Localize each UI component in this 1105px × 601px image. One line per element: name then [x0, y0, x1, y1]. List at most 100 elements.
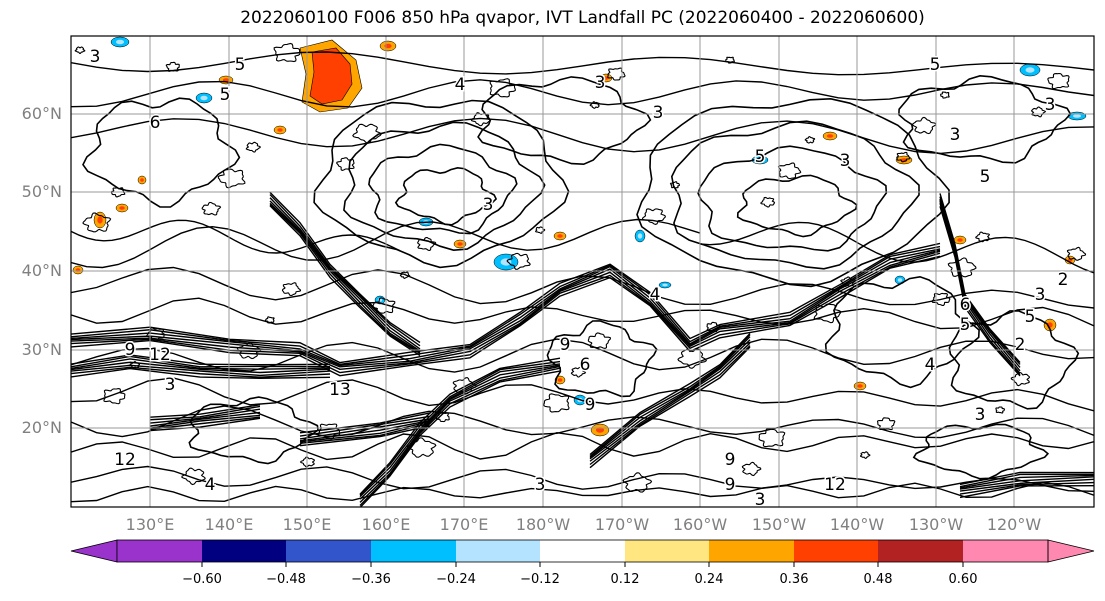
ivt-dense-band-line	[149, 405, 261, 421]
ivt-small-contour	[947, 257, 977, 278]
ivt-dense-band-line	[359, 360, 561, 496]
ivt-small-contour	[896, 151, 911, 163]
ivt-dense-band-line	[359, 357, 561, 495]
contour-label: 12	[149, 345, 171, 365]
cbar-tick-label: 0.60	[948, 572, 978, 587]
ivt-small-contour	[931, 292, 951, 306]
ivt-small-contour	[570, 366, 587, 378]
contour-label: 5	[930, 55, 941, 75]
contour-label: 9	[125, 340, 136, 360]
ivt-small-contour	[506, 252, 531, 270]
ivt-small-contour	[417, 237, 437, 251]
contour-label: 3	[950, 125, 961, 145]
anomaly-spot-core	[277, 128, 283, 132]
ivt-dense-band-line	[71, 354, 331, 366]
ivt-dense-band-line	[71, 252, 941, 374]
contour-label: 6	[960, 295, 971, 315]
ivt-small-contour	[165, 61, 180, 72]
colorbar-ticks	[201, 562, 964, 567]
ivt-small-contour	[245, 141, 261, 153]
anomaly-fills	[72, 36, 1087, 437]
lon-label-140w: 140°W	[829, 515, 885, 534]
ivt-dense-band-line	[359, 370, 561, 507]
colorbar-segment	[963, 540, 1048, 562]
ivt-dense-band-line	[269, 200, 421, 352]
ivt-small-contour	[622, 472, 653, 493]
ivt-dense-band-line	[589, 342, 751, 462]
anomaly-spot-core	[115, 39, 125, 45]
contour-label: 5	[235, 55, 246, 75]
contour-label: 2	[1015, 335, 1026, 355]
contour-label: 12	[114, 450, 136, 470]
ivt-contour-loop	[477, 76, 652, 166]
contour-label: 9	[560, 335, 571, 355]
anomaly-spot-core	[897, 278, 903, 282]
ivt-dense-band-line	[959, 473, 1094, 488]
ivt-contour-loop	[948, 310, 1080, 410]
ivt-small-contour	[940, 91, 950, 99]
ivt-dense-band-line	[71, 367, 331, 379]
ivt-dense-band-line	[359, 365, 561, 503]
contour-label: 2	[1058, 270, 1069, 290]
ivt-dense-band-line	[359, 367, 561, 506]
ivt-small-contour	[489, 78, 516, 98]
ivt-dense-band-line	[269, 205, 421, 357]
lon-label-130e: 130°E	[125, 515, 175, 534]
ivt-contour-loop	[368, 143, 518, 235]
ivt-contour-line	[71, 338, 1094, 373]
map-title: 2022060100 F006 850 hPa qvapor, IVT Land…	[240, 8, 925, 28]
ivt-small-contour	[587, 332, 611, 349]
contour-label: 3	[975, 405, 986, 425]
ivt-contour-line	[71, 481, 1094, 503]
ivt-small-contour	[975, 231, 990, 243]
anomaly-spot-core	[1072, 114, 1082, 118]
ivt-dense-band-line	[71, 255, 941, 377]
ivt-contour-line	[71, 266, 1094, 309]
ivt-small-contour	[677, 348, 708, 369]
contour-label: 12	[824, 475, 846, 495]
ivt-dense-band-line	[359, 363, 561, 498]
lon-label-170e: 170°E	[439, 515, 489, 534]
cbar-tick-label: 0.36	[779, 572, 809, 587]
ivt-dense-band-line	[71, 366, 331, 378]
contour-label: 3	[535, 475, 546, 495]
ivt-small-contour	[725, 56, 736, 64]
ivt-small-contour	[860, 451, 871, 459]
ivt-dense-band-line	[71, 245, 941, 366]
colorbar-segment	[878, 540, 963, 562]
contour-label: 3	[1045, 95, 1056, 115]
ivt-small-contour	[217, 168, 246, 189]
colorbar-right-extension	[1047, 539, 1095, 563]
contour-label: 5	[960, 315, 971, 335]
ivt-small-contour	[399, 271, 411, 280]
map-frame	[70, 35, 1095, 508]
ivt-dense-band-line	[71, 249, 941, 368]
ivt-dense-band-line	[149, 408, 261, 424]
ivt-small-contour	[74, 46, 86, 55]
anomaly-spot-core	[200, 95, 208, 101]
ivt-small-contour	[669, 181, 681, 189]
ivt-small-contour	[876, 417, 896, 431]
cbar-tick-label: 0.48	[863, 572, 893, 587]
ivt-dense-band-line	[959, 474, 1094, 489]
ivt-small-contour	[642, 208, 666, 225]
ivt-small-contour	[281, 282, 302, 297]
ivt-small-contour	[1030, 106, 1047, 118]
ivt-dense-band-line	[149, 411, 261, 427]
ivt-contour-loop	[394, 166, 498, 226]
ivt-dense-band-line	[589, 345, 751, 466]
contour-label: 5	[1025, 307, 1036, 327]
contour-label: 3	[755, 490, 766, 510]
anomaly-spot-core	[457, 242, 463, 246]
ivt-small-contour	[607, 67, 626, 81]
colorbar-segment	[202, 540, 286, 562]
ivt-dense-band-line	[299, 418, 431, 440]
ivt-contour-line	[71, 377, 1094, 412]
lat-label-50n: 50°N	[21, 182, 62, 201]
ivt-contour-loop	[313, 99, 570, 269]
ivt-small-contour	[1066, 246, 1087, 261]
colorbar-segments	[70, 539, 1095, 563]
